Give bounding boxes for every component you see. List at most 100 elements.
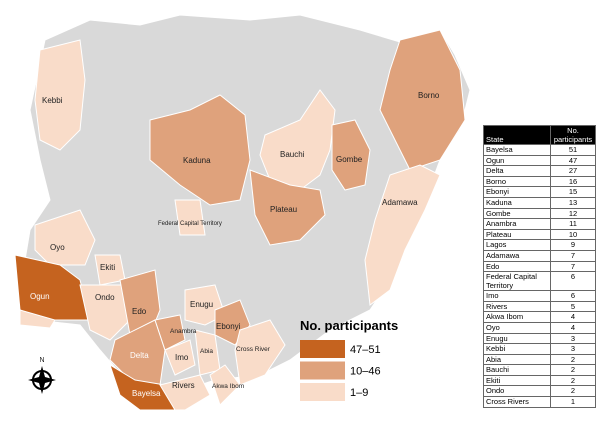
table-cell: 15: [550, 186, 596, 198]
state: [19, 309, 56, 329]
table-cell: Akwa Ibom: [483, 311, 551, 323]
state-label: Imo: [175, 353, 189, 362]
table-cell: Cross Rivers: [483, 396, 551, 408]
table-row: Oyo 4: [483, 321, 596, 334]
table-row: Akwa Ibom 4: [483, 311, 596, 323]
state: [234, 319, 286, 386]
table-row: Delta 27: [483, 165, 596, 177]
state-labels: Kebbi Borno Bauchi Kaduna Gombe Plateau …: [30, 91, 440, 398]
state-label: Bayelsa: [132, 389, 161, 398]
state-label: Akwa Ibom: [212, 383, 244, 390]
table-cell: 2: [550, 385, 596, 398]
table-cell: Bayelsa: [483, 144, 551, 156]
table-cell: 3: [550, 343, 596, 355]
state-label: Kaduna: [183, 156, 211, 165]
table-cell: 51: [550, 144, 596, 156]
compass: N: [28, 357, 56, 394]
table-cell: Federal Capital Territory: [483, 271, 551, 292]
table-row: Abia 2: [483, 353, 596, 366]
table-row: Plateau 10: [483, 228, 596, 241]
table-cell: 13: [550, 196, 596, 209]
table-cell: Kebbi: [483, 343, 551, 355]
state: [364, 164, 441, 306]
legend-swatch: [300, 361, 345, 380]
state: [331, 119, 371, 191]
state: [34, 39, 86, 151]
table-row: Ondo 2: [483, 385, 596, 398]
table-cell: Edo: [483, 260, 551, 273]
table-row: Rivers 5: [483, 300, 596, 313]
table-cell: Imo: [483, 290, 551, 302]
table-row: Cross Rivers 1: [483, 396, 596, 408]
state: [149, 94, 251, 206]
table-cell: Ebonyi: [483, 186, 551, 198]
legend-label: 10–46: [350, 366, 381, 378]
state-label: Anambra: [170, 328, 197, 335]
state-label: Oyo: [50, 243, 65, 252]
table-cell: Rivers: [483, 300, 551, 313]
state: [34, 209, 96, 266]
table-row: Ebonyi 15: [483, 186, 596, 198]
table-cell: 4: [550, 311, 596, 323]
table-cell: Plateau: [483, 228, 551, 241]
table-cell: Ogun: [483, 154, 551, 167]
state: [259, 89, 336, 191]
state: [164, 339, 196, 376]
state-label: Borno: [418, 91, 440, 100]
legend: 47–51 10–46 1–9: [300, 340, 381, 401]
state-label: Bauchi: [280, 150, 305, 159]
table-row: Bauchi 2: [483, 364, 596, 376]
legend-label: 1–9: [350, 387, 368, 399]
table-cell: 12: [550, 207, 596, 220]
table-row: Ekiti 2: [483, 374, 596, 387]
table-cell: 4: [550, 321, 596, 334]
table-row: Imo 6: [483, 290, 596, 302]
table-cell: Ekiti: [483, 374, 551, 387]
table-row: Borno 16: [483, 175, 596, 188]
table-row: Kaduna 13: [483, 196, 596, 209]
table-cell: Delta: [483, 165, 551, 177]
table-cell: Abia: [483, 353, 551, 366]
state: [159, 374, 211, 411]
map-shapes: [14, 14, 471, 411]
table-cell: 9: [550, 239, 596, 251]
table-cell: 27: [550, 165, 596, 177]
table-cell: 10: [550, 228, 596, 241]
table-row: Enugu 3: [483, 332, 596, 345]
table-cell: 2: [550, 353, 596, 366]
table-cell: 16: [550, 175, 596, 188]
legend-label: 47–51: [350, 344, 381, 356]
table-cell: Bauchi: [483, 364, 551, 376]
table-cell: 47: [550, 154, 596, 167]
state-label: Rivers: [172, 381, 195, 390]
state: [379, 29, 466, 171]
state-label: Plateau: [270, 205, 297, 214]
table-cell: 6: [550, 290, 596, 302]
state-label: Federal Capital Territory: [158, 221, 222, 227]
table-cell: 1: [550, 396, 596, 408]
state-label: Delta: [130, 351, 149, 360]
state-label: Gombe: [336, 155, 363, 164]
table-cell: 5: [550, 300, 596, 313]
state-label: Edo: [132, 307, 147, 316]
state-label: Enugu: [190, 300, 213, 309]
legend-swatch: [300, 383, 345, 401]
state-label: Ondo: [95, 293, 115, 302]
state-label: Abia: [200, 348, 213, 355]
table-row: Gombe 12: [483, 207, 596, 220]
table-cell: Oyo: [483, 321, 551, 334]
table-cell: Borno: [483, 175, 551, 188]
legend-swatch: [300, 340, 345, 358]
table-header: No. participants: [550, 125, 596, 145]
state: [154, 314, 186, 351]
state: [249, 169, 326, 246]
table-row: Lagos 9: [483, 239, 596, 251]
state-label: Ekiti: [100, 263, 115, 272]
table-cell: Lagos: [483, 239, 551, 251]
table-cell: 6: [550, 271, 596, 292]
table-row: Edo 7: [483, 260, 596, 273]
table-header: State: [483, 125, 551, 145]
table-cell: 7: [550, 249, 596, 262]
table-cell: 7: [550, 260, 596, 273]
